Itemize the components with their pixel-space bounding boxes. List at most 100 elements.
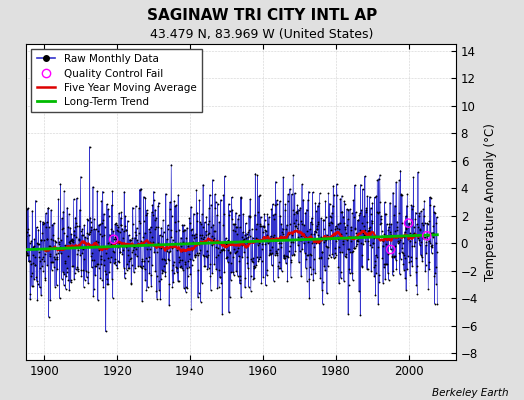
Point [212, 266, 221, 272]
Point [357, 207, 365, 214]
Point [180, 227, 189, 234]
Point [226, 250, 235, 256]
Point [218, 310, 226, 317]
Point [136, 263, 144, 269]
Point [167, 212, 176, 219]
Point [290, 211, 298, 217]
Point [294, 206, 303, 213]
Point [352, 209, 360, 216]
Point [185, 256, 194, 262]
Point [72, 234, 81, 240]
Point [347, 224, 355, 230]
Point [407, 254, 415, 260]
Point [300, 222, 308, 228]
Point [159, 217, 167, 223]
Point [403, 266, 411, 272]
Point [265, 236, 274, 243]
Point [170, 198, 179, 204]
Point [202, 214, 211, 220]
Point [373, 177, 381, 183]
Point [392, 266, 400, 272]
Point [297, 218, 305, 225]
Point [326, 219, 335, 225]
Point [93, 188, 102, 194]
Point [237, 294, 245, 300]
Point [159, 229, 168, 235]
Point [240, 249, 248, 255]
Point [400, 234, 409, 240]
Point [381, 261, 390, 268]
Point [144, 242, 152, 249]
Point [40, 237, 48, 243]
Point [132, 232, 140, 239]
Point [27, 272, 35, 279]
Point [418, 220, 426, 226]
Point [265, 214, 273, 221]
Point [124, 251, 133, 258]
Point [430, 300, 439, 307]
Point [364, 256, 373, 262]
Point [124, 264, 133, 271]
Point [266, 247, 275, 253]
Point [159, 244, 167, 250]
Point [290, 220, 299, 226]
Point [308, 240, 316, 246]
Point [418, 254, 426, 260]
Point [350, 214, 358, 220]
Point [365, 225, 374, 231]
Point [159, 268, 168, 274]
Point [427, 230, 435, 236]
Point [363, 266, 372, 272]
Point [399, 261, 408, 268]
Point [94, 297, 102, 303]
Point [239, 211, 247, 217]
Point [236, 194, 245, 200]
Point [336, 249, 344, 256]
Point [391, 202, 399, 209]
Point [203, 266, 212, 272]
Point [343, 246, 352, 252]
Point [276, 198, 284, 204]
Point [358, 186, 367, 192]
Point [385, 221, 394, 227]
Text: 43.479 N, 83.969 W (United States): 43.479 N, 83.969 W (United States) [150, 28, 374, 41]
Point [353, 237, 362, 244]
Point [177, 243, 185, 249]
Point [389, 272, 397, 278]
Point [421, 268, 430, 275]
Point [344, 216, 352, 223]
Point [135, 218, 144, 224]
Point [83, 230, 91, 236]
Point [274, 246, 282, 252]
Point [328, 214, 336, 220]
Point [280, 255, 289, 261]
Point [230, 272, 238, 278]
Point [428, 242, 436, 248]
Point [388, 253, 396, 260]
Point [364, 238, 373, 244]
Point [148, 202, 157, 208]
Point [286, 259, 294, 265]
Point [433, 301, 442, 308]
Point [152, 214, 160, 221]
Point [142, 287, 150, 294]
Point [410, 224, 418, 230]
Point [424, 232, 432, 239]
Point [237, 234, 246, 240]
Point [89, 184, 97, 190]
Point [140, 230, 149, 236]
Point [236, 280, 244, 287]
Point [70, 276, 78, 282]
Point [112, 235, 121, 242]
Point [374, 301, 383, 307]
Point [287, 239, 296, 245]
Point [198, 232, 206, 238]
Point [270, 215, 278, 222]
Point [263, 272, 271, 278]
Point [398, 192, 407, 199]
Point [219, 246, 227, 252]
Point [402, 225, 411, 231]
Point [370, 258, 379, 264]
Point [372, 270, 380, 276]
Point [58, 276, 66, 282]
